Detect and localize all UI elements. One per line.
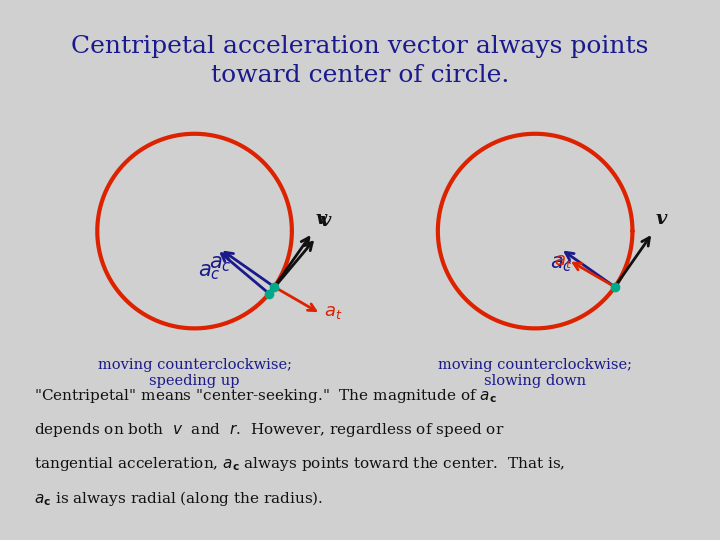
- Text: depends on both  $\mathit{v}$  and  $\mathit{r}$.  However, regardless of speed : depends on both $\mathit{v}$ and $\mathi…: [34, 421, 505, 439]
- Text: v: v: [315, 210, 327, 228]
- Text: $a_c$: $a_c$: [198, 262, 220, 282]
- Text: slowing down: slowing down: [484, 374, 586, 388]
- Text: moving counterclockwise;: moving counterclockwise;: [438, 357, 632, 372]
- Text: $a_t$: $a_t$: [554, 252, 573, 270]
- Text: v: v: [656, 210, 667, 228]
- Text: v: v: [320, 212, 331, 230]
- Text: "Centripetal" means "center-seeking."  The magnitude of $\mathbf{\mathit{a}}_\ma: "Centripetal" means "center-seeking." Th…: [34, 387, 497, 405]
- Text: Centripetal acceleration vector always points: Centripetal acceleration vector always p…: [71, 35, 649, 58]
- Text: moving counterclockwise;: moving counterclockwise;: [98, 357, 292, 372]
- Text: tangential acceleration, $\mathbf{\mathit{a}}_\mathbf{c}$ always points toward t: tangential acceleration, $\mathbf{\mathi…: [34, 455, 565, 473]
- Text: speeding up: speeding up: [149, 374, 240, 388]
- Text: toward center of circle.: toward center of circle.: [211, 64, 509, 87]
- Text: $a_c$: $a_c$: [549, 254, 572, 274]
- Text: $a_c$: $a_c$: [209, 254, 232, 274]
- Text: $\mathbf{\mathit{a}}_\mathbf{c}$ is always radial (along the radius).: $\mathbf{\mathit{a}}_\mathbf{c}$ is alwa…: [34, 489, 323, 508]
- Text: $a_t$: $a_t$: [323, 302, 342, 321]
